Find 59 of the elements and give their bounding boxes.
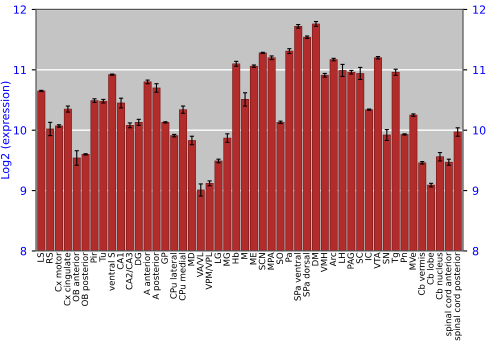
y2-tick-label: 8	[472, 246, 478, 256]
x-tick-label: Cx motor	[55, 252, 62, 292]
x-tick-label: SC	[356, 252, 363, 264]
x-tick-label: Tu	[99, 253, 106, 262]
x-tick-label: SPa dorsal	[302, 253, 310, 296]
x-tick-label: SO	[276, 252, 284, 264]
x-tick-label: Pa	[285, 253, 292, 262]
y2-tick-label: 9	[472, 186, 478, 195]
x-tick-label: Cb lobe	[426, 252, 434, 284]
x-tick-label: CPu medial	[178, 253, 186, 300]
x-tick-label: SPa ventral	[294, 253, 301, 300]
x-tick-label: SN	[382, 253, 390, 264]
x-tick-label: DG	[134, 253, 142, 265]
y-tick-label: 10	[14, 126, 26, 135]
y-tick-label: 12	[14, 5, 26, 14]
x-tick-label: LG	[214, 253, 221, 263]
x-tick-label: CA1	[117, 253, 124, 270]
x-tick-label: IC	[365, 252, 372, 260]
y-tick-label: 11	[14, 66, 26, 74]
x-tick-label: SCN	[258, 253, 266, 270]
x-tick-label: LS	[37, 252, 44, 262]
x-tick-label: MPA	[268, 252, 274, 270]
x-tick-label: Pir	[90, 252, 97, 262]
x-tick-label: spinal cord posterior	[454, 252, 462, 340]
x-tick-label: Hb	[232, 252, 239, 264]
x-tick-label: A posterior	[152, 252, 161, 300]
y-tick-label: 9	[20, 186, 26, 195]
x-tick-label: ventral S	[108, 252, 115, 291]
y2-tick-label: 10	[473, 126, 486, 135]
x-tick-label: Pn	[400, 253, 407, 262]
x-tick-label: VPM/VPL	[206, 252, 213, 290]
x-tick-label: spinal cord anterior	[444, 252, 453, 336]
x-tick-label: DM	[312, 253, 318, 266]
x-tick-label: VMH	[320, 253, 328, 272]
x-tick-label: LH	[338, 253, 345, 263]
x-tick-label: VA/VL	[196, 252, 204, 278]
x-tick-label: MD	[188, 252, 194, 266]
y-axis-title: Log2 (expression)	[0, 82, 12, 179]
x-tick-label: Cb vermis	[418, 252, 425, 296]
x-tick-label: CA2/CA3	[126, 253, 134, 290]
y2-tick-label: 11	[473, 66, 486, 74]
x-tick-label: MVe	[409, 252, 416, 270]
y2-tick-label: 12	[473, 5, 486, 14]
x-tick-label: ME	[250, 252, 256, 264]
x-tick-label: PAG	[347, 253, 354, 269]
x-tick-label: Cb nucleus	[436, 252, 442, 300]
y-tick-label: 8	[20, 246, 26, 256]
x-tick-label: MG	[223, 253, 230, 266]
x-tick-label: Cx cingulate	[64, 252, 72, 306]
x-tick-label: VTA	[374, 252, 380, 269]
x-tick-label: RS	[46, 252, 53, 263]
x-tick-label: OB posterior	[81, 252, 90, 306]
x-tick-label: M	[241, 253, 248, 259]
x-tick-label: A anterior	[143, 252, 150, 296]
x-tick-label: CPu lateral	[170, 253, 177, 299]
x-tick-label: Arc	[330, 252, 336, 266]
x-tick-label: Tg	[392, 253, 400, 264]
x-tick-label: OB anterior	[72, 252, 80, 302]
x-tick-label: GP	[161, 252, 168, 264]
